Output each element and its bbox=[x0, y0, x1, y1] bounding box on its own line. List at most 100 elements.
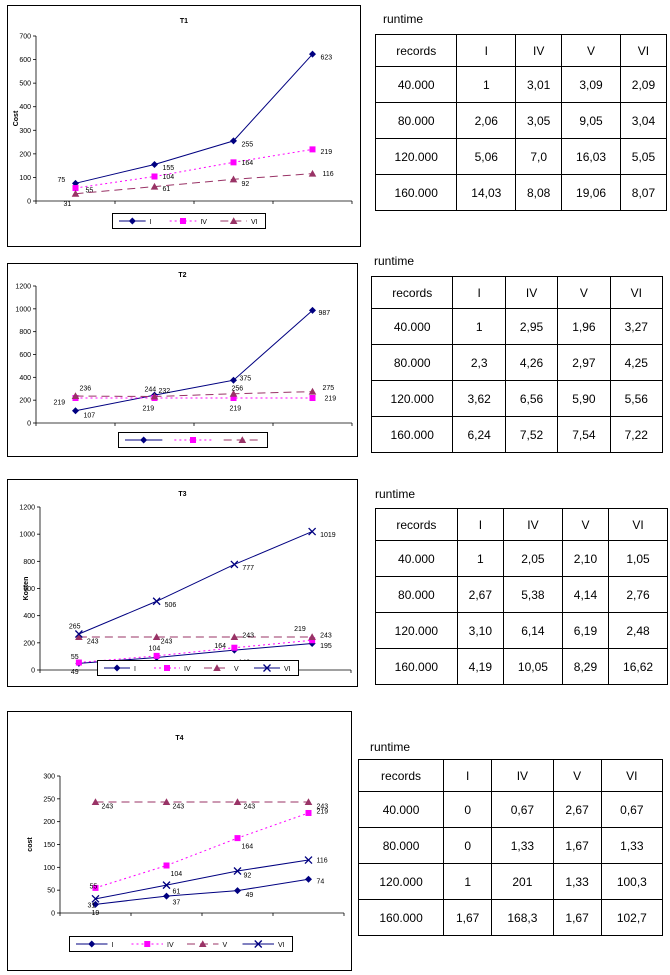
legend-label: VI bbox=[284, 666, 291, 673]
table-row: 40.000 1 2,95 1,96 3,27 bbox=[370, 308, 664, 345]
table-cell: 0,67 bbox=[600, 791, 664, 828]
data-point bbox=[151, 160, 158, 168]
table-cell: 4,14 bbox=[561, 576, 610, 613]
table-header-cell: IV bbox=[515, 34, 563, 67]
table-header-cell: VI bbox=[609, 276, 664, 309]
y-tick-label: 200 bbox=[43, 819, 55, 826]
legend-marker bbox=[140, 436, 148, 444]
table-cell: 8,08 bbox=[515, 174, 563, 211]
legend-marker bbox=[144, 941, 151, 947]
data-label: 219 bbox=[143, 405, 155, 412]
table-cell: 5,90 bbox=[557, 380, 611, 417]
table-row: 80.000 2,3 4,26 2,97 4,25 bbox=[370, 344, 664, 381]
y-tick-label: 50 bbox=[47, 888, 55, 895]
table-cell: 6,14 bbox=[502, 612, 563, 649]
data-point bbox=[230, 560, 239, 569]
y-tick-label: 1000 bbox=[15, 306, 31, 313]
data-point bbox=[230, 376, 237, 384]
table-cell: 3,09 bbox=[561, 66, 621, 103]
data-label: 116 bbox=[317, 858, 328, 865]
data-label: 243 bbox=[87, 638, 99, 645]
table-cell: 120.000 bbox=[375, 612, 458, 649]
table-cell: 40.000 bbox=[375, 540, 458, 577]
data-point bbox=[308, 387, 317, 395]
legend-label: IV bbox=[184, 666, 191, 673]
series-V: 243 243 243 243 bbox=[91, 798, 328, 811]
data-point bbox=[309, 146, 316, 153]
chart-panel-t2: T2 0 200 400 600 800 1000 1200 107 244 375 987 219 21… bbox=[7, 263, 358, 457]
chart-title: T1 bbox=[180, 18, 188, 25]
data-label: 19 bbox=[92, 910, 100, 917]
data-label: 104 bbox=[163, 174, 175, 181]
chart-legend-t2 bbox=[118, 432, 268, 448]
data-point bbox=[71, 189, 80, 197]
data-point bbox=[309, 637, 316, 644]
table-cell: 5,56 bbox=[609, 380, 664, 417]
legend-label: I bbox=[112, 942, 114, 949]
legend-label: V bbox=[223, 942, 228, 949]
data-label: 219 bbox=[325, 395, 337, 402]
data-label: 243 bbox=[242, 632, 254, 639]
table-cell: 0 bbox=[443, 791, 493, 828]
table-cell: 7,0 bbox=[515, 138, 563, 175]
table-header-cell: VI bbox=[600, 759, 664, 792]
runtime-label-2: runtime bbox=[374, 254, 415, 268]
data-point bbox=[163, 892, 170, 900]
table-cell: 10,05 bbox=[502, 648, 563, 685]
series-VI: 31 61 92 116 bbox=[64, 169, 334, 208]
table-cell: 1,33 bbox=[491, 827, 554, 864]
series-line bbox=[78, 531, 313, 635]
table-cell: 6,24 bbox=[452, 416, 506, 453]
data-label: 243 bbox=[244, 804, 256, 811]
data-point bbox=[153, 652, 160, 659]
table-row: 120.000 5,06 7,0 16,03 5,05 bbox=[374, 138, 668, 175]
table-cell: 100,3 bbox=[600, 863, 664, 900]
data-label: 275 bbox=[323, 385, 335, 392]
table-cell: 2,48 bbox=[608, 612, 668, 649]
table-cell: 16,03 bbox=[561, 138, 621, 175]
data-label: 219 bbox=[294, 626, 306, 633]
series-IV: 55 104 164 219 bbox=[72, 146, 332, 195]
data-label: 232 bbox=[159, 388, 171, 395]
y-axis-label: cost bbox=[27, 837, 34, 852]
table-row: 160.000 6,24 7,52 7,54 7,22 bbox=[370, 416, 664, 453]
data-point bbox=[163, 862, 170, 869]
chart-title: T3 bbox=[178, 491, 186, 498]
legend-label: V bbox=[234, 666, 239, 673]
data-point bbox=[308, 527, 317, 536]
table-header-cell: I bbox=[443, 759, 493, 792]
data-point bbox=[71, 392, 80, 400]
table-cell: 2,97 bbox=[557, 344, 611, 381]
table-cell: 1,33 bbox=[600, 827, 664, 864]
data-label: 256 bbox=[232, 385, 244, 392]
y-tick-label: 200 bbox=[19, 398, 31, 405]
series-line bbox=[95, 859, 309, 900]
y-tick-label: 200 bbox=[19, 151, 31, 158]
table-cell: 3,10 bbox=[456, 612, 504, 649]
y-tick-label: 500 bbox=[19, 81, 31, 88]
series-line bbox=[75, 148, 313, 189]
table-cell: 2,67 bbox=[552, 791, 602, 828]
series-line bbox=[95, 878, 309, 905]
series-IV: 55 104 164 219 bbox=[90, 808, 328, 891]
y-tick-label: 0 bbox=[31, 668, 35, 675]
line-chart-t1: T1 Cost 0 100 200 300 400 500 600 700 75 155 255 623 5… bbox=[13, 18, 353, 208]
series-line bbox=[75, 391, 313, 398]
data-point bbox=[150, 182, 159, 190]
data-point bbox=[151, 173, 158, 180]
data-label: 243 bbox=[161, 638, 173, 645]
y-tick-label: 300 bbox=[19, 128, 31, 135]
table-header-cell: V bbox=[557, 276, 611, 309]
data-label: 75 bbox=[58, 177, 66, 184]
runtime-table-2: records I IV V VI 40.000 1 2,95 1,96 3,27 80.000 2,… bbox=[370, 276, 664, 453]
table-row: 160.000 14,03 8,08 19,06 8,07 bbox=[374, 174, 668, 211]
table-header-cell: V bbox=[561, 508, 610, 541]
y-tick-label: 600 bbox=[19, 57, 31, 64]
table-row: 120.000 3,10 6,14 6,19 2,48 bbox=[375, 612, 668, 649]
data-label: 92 bbox=[244, 872, 252, 879]
table-cell: 5,05 bbox=[619, 138, 668, 175]
series-V: 243 243 243 243 bbox=[75, 632, 332, 645]
y-tick-label: 600 bbox=[23, 586, 35, 593]
table-cell: 1 bbox=[456, 66, 517, 103]
series-line bbox=[78, 639, 313, 664]
